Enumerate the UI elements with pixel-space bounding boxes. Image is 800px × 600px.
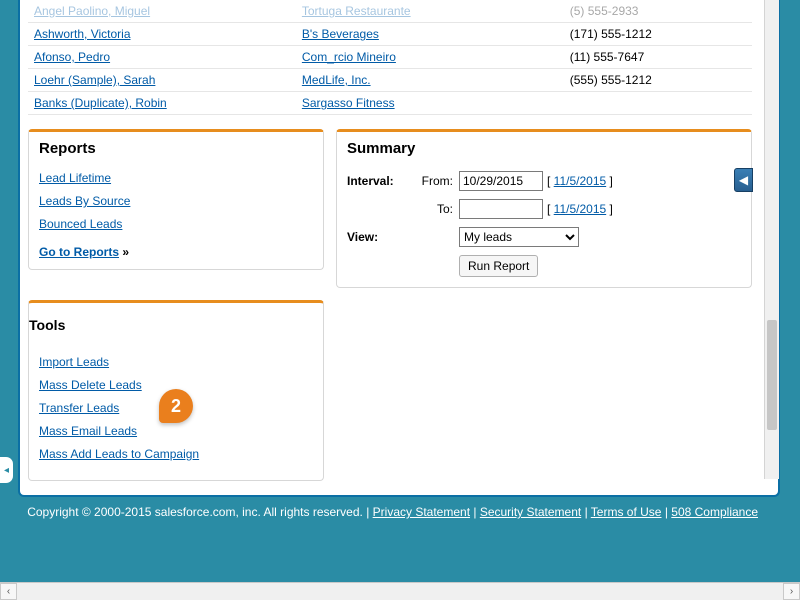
interval-label: Interval:	[347, 174, 411, 188]
table-row: Banks (Duplicate), Robin Sargasso Fitness	[28, 92, 752, 115]
lead-company-link[interactable]: Tortuga Restaurante	[302, 4, 411, 18]
horizontal-scrollbar[interactable]: ‹ ›	[0, 582, 800, 600]
summary-panel: ◀ Summary Interval: From: [ 11/5/2015 ] …	[336, 129, 752, 288]
from-date-input[interactable]	[459, 171, 543, 191]
list-item: Mass Email Leads	[39, 424, 313, 438]
from-label: From:	[411, 174, 459, 188]
inner-vertical-scrollbar[interactable]	[764, 0, 779, 479]
tool-link[interactable]: Transfer Leads	[39, 401, 119, 415]
summary-title: Summary	[337, 132, 751, 163]
lead-name-link[interactable]: Ashworth, Victoria	[34, 27, 131, 41]
viewport: Angel Paolino, Miguel Tortuga Restaurante…	[0, 0, 800, 600]
view-select[interactable]: My leads	[459, 227, 579, 247]
left-expand-tab[interactable]: ◂	[0, 456, 14, 484]
list-item: Import Leads	[39, 355, 313, 369]
lead-phone: (11) 555-7647	[564, 46, 752, 69]
go-suffix: »	[119, 245, 129, 259]
lead-phone	[564, 92, 752, 115]
scroll-left-arrow[interactable]: ‹	[0, 583, 17, 600]
go-to-reports-link[interactable]: Go to Reports	[39, 245, 119, 259]
report-link[interactable]: Lead Lifetime	[39, 171, 111, 185]
to-label: To:	[411, 202, 459, 216]
from-suggest-link[interactable]: 11/5/2015	[554, 174, 607, 188]
footer-link-privacy[interactable]: Privacy Statement	[373, 505, 470, 519]
table-row: Afonso, Pedro Com_rcio Mineiro (11) 555-76…	[28, 46, 752, 69]
collapse-tab[interactable]: ◀	[734, 168, 753, 192]
lead-name-link[interactable]: Angel Paolino, Miguel	[34, 4, 150, 18]
tool-link[interactable]: Mass Email Leads	[39, 424, 137, 438]
from-suggest: [ 11/5/2015 ]	[547, 174, 613, 188]
view-label: View:	[347, 230, 411, 244]
list-item: Bounced Leads	[39, 217, 313, 231]
tool-link[interactable]: Import Leads	[39, 355, 109, 369]
lead-company-link[interactable]: MedLife, Inc.	[302, 73, 371, 87]
report-link[interactable]: Bounced Leads	[39, 217, 122, 231]
lead-name-link[interactable]: Loehr (Sample), Sarah	[34, 73, 155, 87]
to-suggest: [ 11/5/2015 ]	[547, 202, 613, 216]
list-item: Mass Add Leads to Campaign	[39, 447, 313, 461]
run-report-button[interactable]: Run Report	[459, 255, 538, 277]
list-item: Lead Lifetime	[39, 171, 313, 185]
lead-phone: (555) 555-1212	[564, 69, 752, 92]
lead-company-link[interactable]: Com_rcio Mineiro	[302, 50, 396, 64]
lead-company-link[interactable]: B's Beverages	[302, 27, 379, 41]
outer-scroll[interactable]: Angel Paolino, Miguel Tortuga Restaurante…	[0, 0, 800, 582]
main-panel: Angel Paolino, Miguel Tortuga Restaurante…	[18, 0, 780, 497]
reports-title: Reports	[29, 132, 323, 163]
leads-table: Angel Paolino, Miguel Tortuga Restaurante…	[28, 0, 752, 115]
to-date-input[interactable]	[459, 199, 543, 219]
reports-list: Lead Lifetime Leads By Source Bounced Lead…	[39, 171, 313, 231]
footer-link-508[interactable]: 508 Compliance	[671, 505, 758, 519]
list-item: Leads By Source	[39, 194, 313, 208]
lead-phone: (5) 555-2933	[564, 0, 752, 23]
reports-panel: Reports Lead Lifetime Leads By Source Boun…	[28, 129, 324, 270]
lead-name-link[interactable]: Afonso, Pedro	[34, 50, 110, 64]
tool-link[interactable]: Mass Delete Leads	[39, 378, 142, 392]
table-row: Angel Paolino, Miguel Tortuga Restaurante…	[28, 0, 752, 23]
lead-company-link[interactable]: Sargasso Fitness	[302, 96, 395, 110]
lead-phone: (171) 555-1212	[564, 23, 752, 46]
tool-link[interactable]: Mass Add Leads to Campaign	[39, 447, 199, 461]
chevron-left-icon: ◀	[739, 173, 748, 187]
table-row: Ashworth, Victoria B's Beverages (171) 555…	[28, 23, 752, 46]
to-suggest-link[interactable]: 11/5/2015	[554, 202, 607, 216]
table-row: Loehr (Sample), Sarah MedLife, Inc. (555) …	[28, 69, 752, 92]
footer-link-terms[interactable]: Terms of Use	[591, 505, 662, 519]
footer: Copyright © 2000-2015 salesforce.com, in…	[0, 497, 780, 522]
scroll-right-arrow[interactable]: ›	[783, 583, 800, 600]
panels-row: Reports Lead Lifetime Leads By Source Boun…	[28, 129, 752, 288]
step-callout-2: 2	[159, 389, 193, 423]
report-link[interactable]: Leads By Source	[39, 194, 130, 208]
footer-copyright: Copyright © 2000-2015 salesforce.com, in…	[27, 505, 363, 519]
footer-link-security[interactable]: Security Statement	[480, 505, 581, 519]
tools-title: Tools	[29, 317, 323, 333]
scrollbar-thumb[interactable]	[767, 320, 777, 430]
lead-name-link[interactable]: Banks (Duplicate), Robin	[34, 96, 167, 110]
